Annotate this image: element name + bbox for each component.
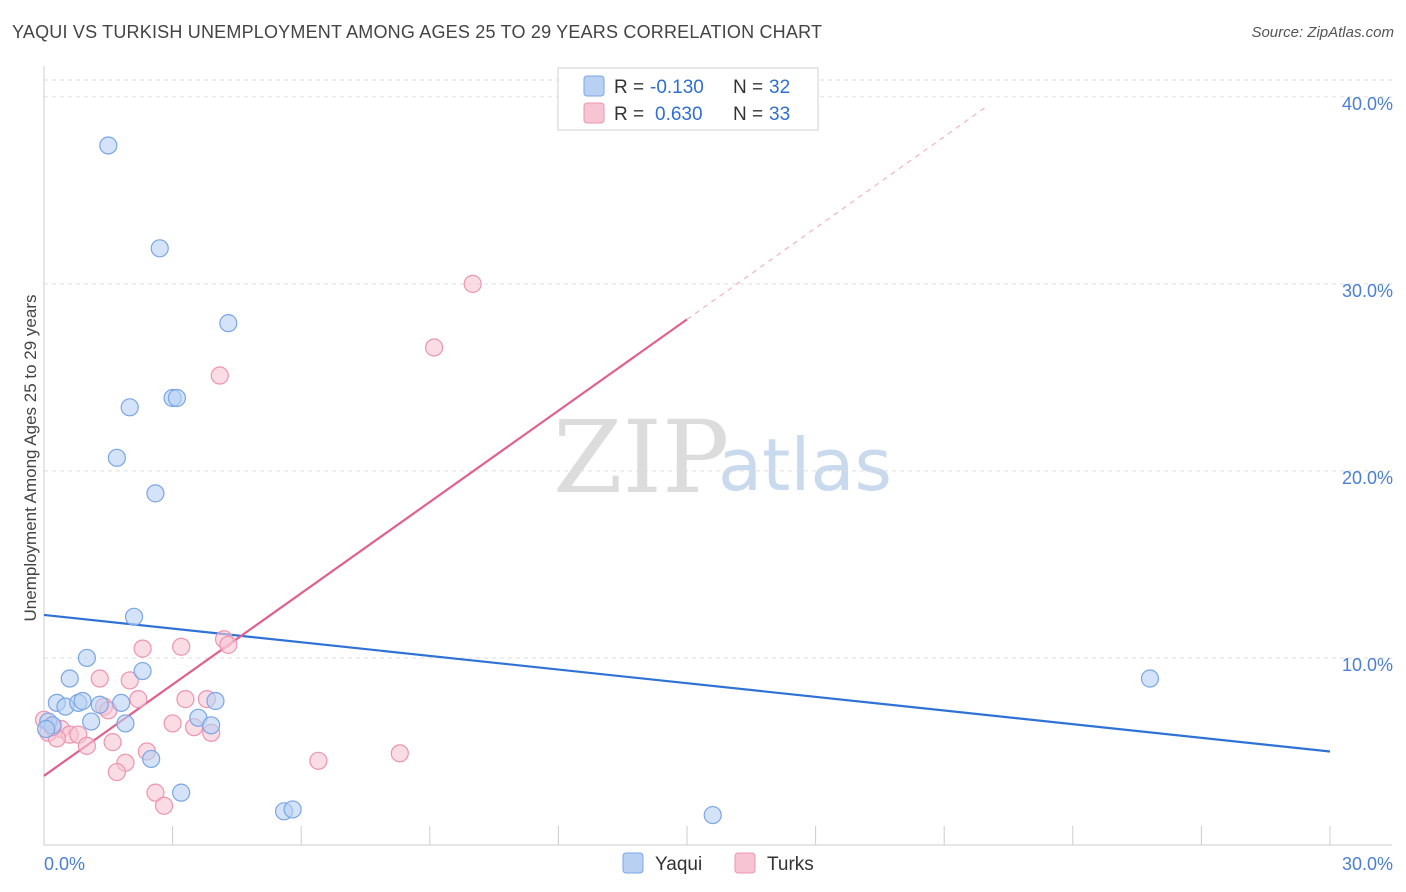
legend-swatch-turks	[583, 102, 605, 124]
y-tick-label-20: 20.0%	[1342, 468, 1393, 488]
series-legend: Yaqui Turks	[622, 852, 814, 875]
point-turks-30	[146, 783, 165, 802]
point-turks-7	[90, 669, 109, 688]
point-turks-10	[176, 690, 195, 709]
point-turks-6	[172, 637, 191, 656]
point-yaqui-11	[133, 661, 152, 681]
point-turks-28	[309, 751, 328, 770]
legend-n-value-yaqui: 32	[769, 77, 790, 98]
point-yaqui-26	[142, 749, 161, 769]
trend-lines	[43, 105, 1331, 777]
point-turks-2	[210, 366, 229, 385]
point-yaqui-16	[90, 695, 109, 714]
point-yaqui-20	[116, 714, 135, 733]
point-turks-20	[163, 714, 182, 733]
point-yaqui-29	[283, 800, 302, 819]
bottom-legend-label-yaqui: Yaqui	[655, 854, 702, 875]
point-yaqui-0	[99, 136, 118, 155]
trend-line-turks-extension	[686, 105, 988, 320]
point-turks-23	[77, 736, 96, 755]
point-yaqui-1	[150, 239, 169, 258]
point-turks-27	[107, 762, 126, 782]
point-yaqui-15	[73, 691, 92, 711]
legend-n-label-yaqui: N =	[733, 77, 763, 98]
y-tick-label-10: 10.0%	[1342, 655, 1393, 675]
point-turks-0	[463, 274, 482, 293]
legend-r-label-turks: R =	[614, 104, 644, 125]
point-turks-29	[390, 744, 409, 763]
legend-n-label-turks: N =	[733, 104, 763, 125]
point-yaqui-17	[112, 693, 131, 712]
tick-labels: 10.0% 20.0% 30.0% 40.0% 0.0% 30.0%	[44, 94, 1393, 874]
watermark-atlas: atlas	[718, 423, 892, 507]
point-yaqui-30	[703, 805, 722, 825]
bottom-legend-swatch-yaqui	[622, 852, 644, 874]
legend-r-value-turks: 0.630	[655, 104, 703, 125]
y-tick-label-30: 30.0%	[1342, 281, 1393, 301]
point-yaqui-10	[60, 669, 79, 688]
x-tick-label-min: 0.0%	[44, 854, 85, 874]
point-yaqui-18	[206, 691, 225, 711]
point-turks-1	[424, 338, 444, 357]
point-turks-4	[219, 635, 238, 654]
correlation-legend: R = -0.130 N = 32 R = 0.630 N = 33	[557, 67, 819, 131]
chart-title: YAQUI VS TURKISH UNEMPLOYMENT AMONG AGES…	[12, 22, 823, 42]
bottom-legend-label-turks: Turks	[767, 854, 814, 875]
point-turks-9	[129, 690, 148, 709]
point-yaqui-25	[37, 719, 56, 739]
point-yaqui-9	[77, 648, 96, 668]
point-turks-31	[154, 796, 174, 815]
source-credit: Source: ZipAtlas.com	[1251, 24, 1394, 41]
x-tick-label-max: 30.0%	[1342, 854, 1393, 874]
point-yaqui-27	[172, 783, 191, 802]
point-yaqui-31	[1140, 669, 1160, 688]
bottom-legend-swatch-turks	[734, 852, 756, 874]
point-yaqui-5	[120, 398, 139, 417]
grid-lines	[44, 79, 1392, 659]
trend-line-turks	[43, 318, 688, 777]
point-yaqui-22	[202, 716, 221, 735]
legend-r-value-yaqui: -0.130	[650, 77, 704, 98]
point-yaqui-8	[124, 607, 144, 626]
y-axis-label: Unemployment Among Ages 25 to 29 years	[21, 295, 40, 622]
data-points	[34, 136, 1160, 825]
point-turks-24	[103, 733, 122, 752]
point-yaqui-2	[219, 314, 238, 333]
point-yaqui-4	[167, 388, 186, 408]
point-yaqui-7	[146, 484, 165, 503]
legend-r-label-yaqui: R =	[614, 77, 644, 98]
y-tick-label-40: 40.0%	[1342, 94, 1393, 114]
point-turks-5	[133, 639, 152, 658]
point-turks-8	[120, 671, 139, 690]
legend-swatch-yaqui	[583, 75, 605, 97]
trend-line-yaqui	[43, 613, 1331, 753]
point-yaqui-6	[107, 448, 126, 467]
point-yaqui-19	[82, 712, 101, 731]
watermark-zip: ZIP	[553, 399, 729, 516]
legend-n-value-turks: 33	[769, 104, 790, 125]
